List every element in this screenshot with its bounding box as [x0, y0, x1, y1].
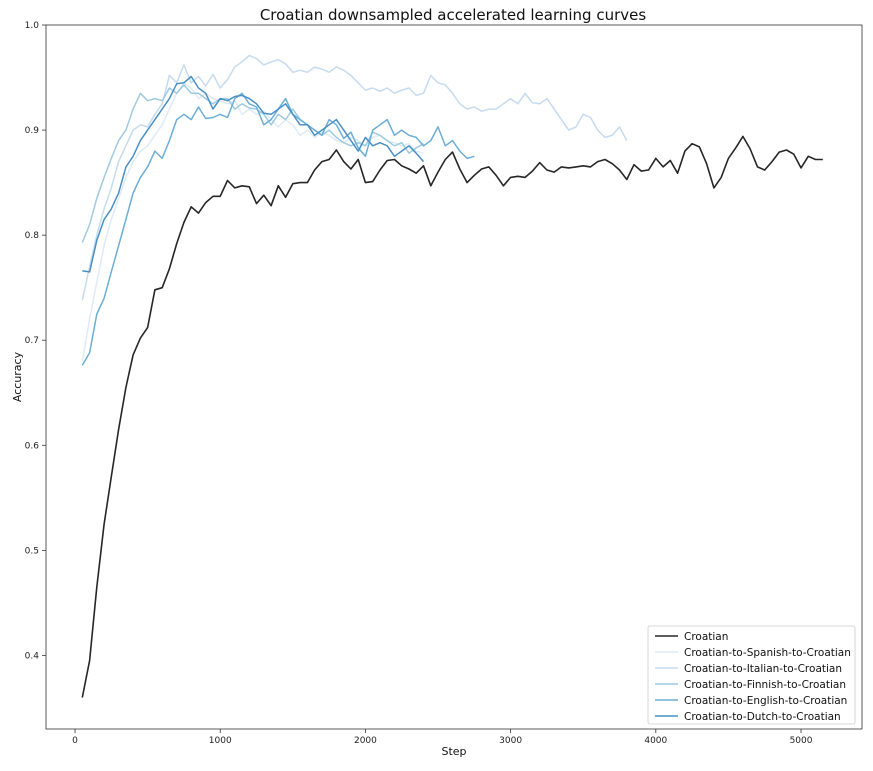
x-axis-label: Step — [441, 745, 466, 758]
legend-box — [647, 625, 856, 725]
legend: Croatian Croatian-to-Spanish-to-Croatian C… — [647, 625, 856, 725]
y-tick-label: 0.9 — [25, 126, 40, 136]
legend-label: Croatian-to-Dutch-to-Croatian — [684, 711, 841, 723]
y-tick-label: 0.6 — [25, 441, 40, 451]
plot-area — [45, 24, 863, 730]
legend-label: Croatian — [684, 631, 728, 643]
legend-label: Croatian-to-Spanish-to-Croatian — [684, 647, 851, 659]
y-axis: 0.4 0.5 0.6 0.7 0.8 0.9 1.0 — [25, 21, 46, 661]
y-tick-label: 0.7 — [25, 336, 39, 346]
y-tick-label: 1.0 — [25, 21, 40, 31]
x-tick-label: 4000 — [644, 736, 667, 746]
legend-label: Croatian-to-Italian-to-Croatian — [684, 663, 842, 675]
y-axis-label: Accuracy — [11, 351, 24, 402]
series-line-5 — [82, 75, 425, 273]
x-tick-label: 0 — [72, 736, 78, 746]
x-tick-label: 2000 — [354, 736, 377, 746]
x-tick-label: 5000 — [790, 736, 813, 746]
chart-title: Croatian downsampled accelerated learnin… — [260, 6, 647, 24]
legend-label: Croatian-to-English-to-Croatian — [684, 695, 847, 707]
x-axis: 0 1000 2000 3000 4000 5000 — [72, 729, 813, 746]
y-tick-label: 0.4 — [25, 651, 40, 661]
y-tick-label: 0.5 — [25, 546, 39, 556]
series-line-0 — [81, 135, 823, 698]
x-tick-label: 1000 — [209, 736, 232, 746]
series-line-2 — [81, 54, 628, 301]
series-line-3 — [81, 84, 424, 243]
series-lines — [81, 54, 823, 698]
x-tick-label: 3000 — [499, 736, 522, 746]
legend-label: Croatian-to-Finnish-to-Croatian — [684, 679, 846, 691]
y-tick-label: 0.8 — [25, 231, 40, 241]
